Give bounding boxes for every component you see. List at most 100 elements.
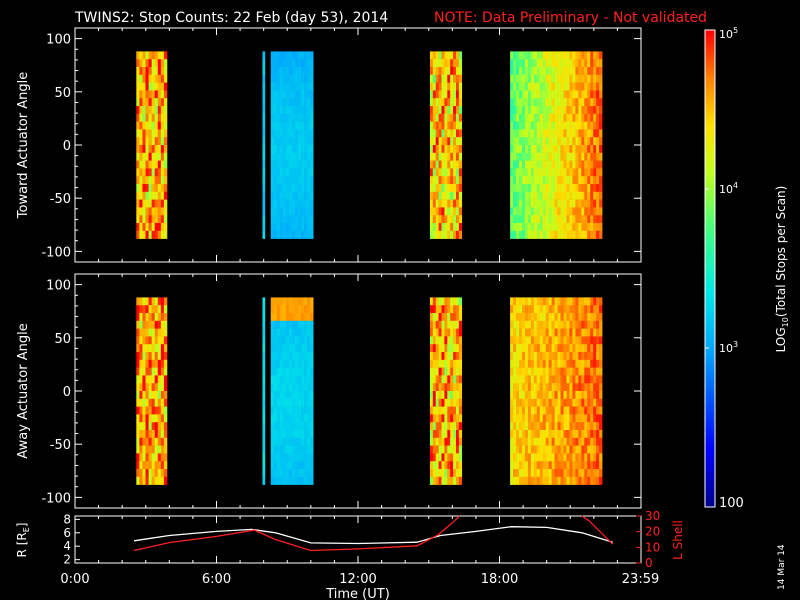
heat-cell-4-3-7 <box>519 352 523 361</box>
heat-cell-2-1-12 <box>273 391 278 400</box>
heat-cell-2-0-4 <box>270 82 275 91</box>
heat-cell-0-1-4 <box>139 82 143 91</box>
heat-cell-4-21-16 <box>572 176 576 185</box>
heat-cell-2-9-19 <box>298 445 302 454</box>
heat-cell-2-8-17 <box>295 184 299 193</box>
heat-cell-2-4-1 <box>282 305 287 314</box>
heat-cell-4-21-4 <box>572 328 576 337</box>
heat-cell-4-30-22 <box>599 223 603 232</box>
heat-cell-4-27-17 <box>590 184 594 193</box>
heat-cell-4-10-7 <box>539 106 544 115</box>
heat-cell-4-21-16 <box>572 422 576 431</box>
heat-cell-2-4-11 <box>282 383 287 392</box>
heat-cell-0-6-2 <box>154 313 159 322</box>
heat-cell-4-19-9 <box>566 367 570 376</box>
heat-cell-3-5-22 <box>444 469 448 478</box>
heat-cell-3-9-19 <box>455 199 460 208</box>
heat-cell-2-4-13 <box>282 398 287 407</box>
heat-cell-2-6-4 <box>288 82 293 91</box>
heat-cell-0-0-11 <box>136 137 140 146</box>
heat-cell-4-25-2 <box>584 313 588 322</box>
heat-cell-3-10-1 <box>458 59 463 68</box>
heat-cell-0-3-14 <box>145 160 149 169</box>
heat-cell-2-9-11 <box>298 137 302 146</box>
heat-cell-2-10-16 <box>301 176 305 185</box>
heat-cell-2-3-3 <box>279 320 284 329</box>
heat-cell-2-2-4 <box>276 82 281 91</box>
heat-cell-4-19-11 <box>566 383 570 392</box>
heat-cell-0-2-20 <box>142 207 146 216</box>
heat-cell-0-0-21 <box>136 461 140 470</box>
heat-cell-4-8-10 <box>533 129 538 138</box>
heat-cell-2-10-4 <box>301 328 305 337</box>
heat-cell-3-8-4 <box>453 82 457 91</box>
heat-cell-4-17-16 <box>560 176 564 185</box>
heat-cell-4-25-22 <box>584 469 588 478</box>
heat-cell-4-19-8 <box>566 359 570 368</box>
xtick-label-2: 12:00 <box>339 572 376 587</box>
heat-cell-0-8-0 <box>160 297 165 306</box>
heat-cell-2-9-16 <box>298 176 302 185</box>
heat-cell-3-8-1 <box>453 305 457 314</box>
heat-cell-4-28-21 <box>593 461 597 470</box>
heat-cell-4-2-5 <box>516 90 520 99</box>
heat-cell-3-3-18 <box>438 191 442 200</box>
heat-cell-3-2-6 <box>435 344 439 353</box>
heat-cell-4-13-14 <box>548 160 552 169</box>
heat-cell-2-12-7 <box>307 106 311 115</box>
heat-cell-4-18-18 <box>563 191 567 200</box>
heat-cell-4-28-1 <box>593 305 597 314</box>
heat-cell-4-5-6 <box>524 344 529 353</box>
heat-cell-2-10-14 <box>301 406 305 415</box>
heat-cell-0-0-6 <box>136 98 140 107</box>
heat-cell-2-11-4 <box>304 328 308 337</box>
heat-cell-4-7-8 <box>530 113 535 122</box>
heat-cell-2-5-3 <box>285 74 290 83</box>
heat-cell-4-18-21 <box>563 215 567 224</box>
heat-cell-3-7-15 <box>450 168 454 177</box>
heat-cell-2-10-13 <box>301 398 305 407</box>
heat-cell-3-8-9 <box>453 121 457 130</box>
heat-cell-4-3-14 <box>519 406 523 415</box>
heat-cell-2-5-12 <box>285 145 290 154</box>
heat-cell-2-12-21 <box>307 461 311 470</box>
heat-cell-4-12-19 <box>545 199 549 208</box>
heat-cell-3-4-19 <box>441 199 445 208</box>
heat-cell-0-4-21 <box>148 461 152 470</box>
heat-cell-2-9-12 <box>298 145 302 154</box>
heat-cell-4-11-2 <box>542 313 547 322</box>
heat-cell-2-11-17 <box>304 430 308 439</box>
heat-cell-0-1-14 <box>139 160 143 169</box>
heat-cell-4-13-17 <box>548 430 552 439</box>
heat-cell-4-23-2 <box>578 67 582 76</box>
heat-cell-4-9-18 <box>536 191 541 200</box>
heat-cell-4-26-17 <box>587 184 591 193</box>
heat-cell-4-15-20 <box>554 207 558 216</box>
heat-cell-4-2-13 <box>516 152 520 161</box>
heat-cell-4-21-5 <box>572 90 576 99</box>
heat-cell-4-21-0 <box>572 297 576 306</box>
heat-cell-0-0-2 <box>136 67 140 76</box>
heat-cell-3-3-3 <box>438 74 442 83</box>
heat-cell-2-1-9 <box>273 121 278 130</box>
heat-cell-0-1-10 <box>139 375 143 384</box>
heat-cell-4-23-18 <box>578 191 582 200</box>
heat-cell-0-0-10 <box>136 375 140 384</box>
heat-cell-0-0-11 <box>136 383 140 392</box>
heat-cell-2-5-19 <box>285 445 290 454</box>
heat-cell-0-1-21 <box>139 215 143 224</box>
heat-cell-3-10-16 <box>458 176 463 185</box>
heat-cell-3-4-10 <box>441 375 445 384</box>
heat-cell-3-2-11 <box>435 383 439 392</box>
heat-cell-2-8-1 <box>295 305 299 314</box>
heat-cell-3-0-6 <box>429 344 434 353</box>
heat-cell-2-13-19 <box>310 199 314 208</box>
heat-cell-0-1-20 <box>139 207 143 216</box>
heat-cell-4-18-2 <box>563 67 567 76</box>
heat-cell-0-2-17 <box>142 184 146 193</box>
heat-cell-0-2-9 <box>142 367 146 376</box>
heat-cell-4-14-1 <box>551 305 555 314</box>
heat-cell-0-2-17 <box>142 430 146 439</box>
heat-cell-3-8-5 <box>453 336 457 345</box>
heat-cell-4-14-11 <box>551 137 555 146</box>
